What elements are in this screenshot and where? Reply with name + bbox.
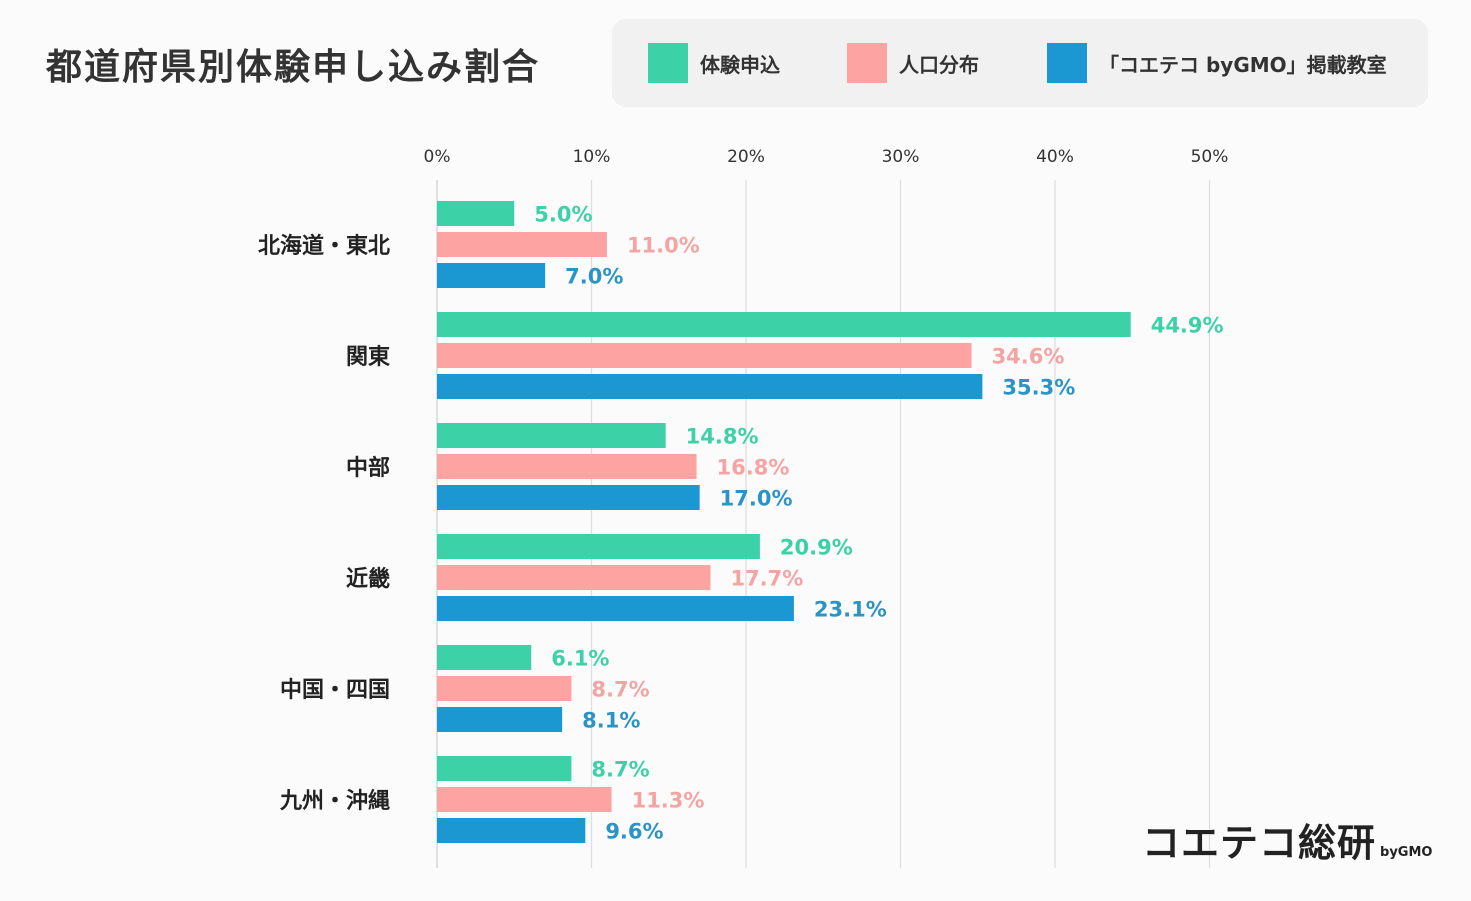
data-label: 17.0% [720,487,793,511]
data-label: 8.1% [582,709,640,733]
brand-logo: コエテコ総研 byGMO [1142,822,1432,864]
legend-swatch-population [847,43,887,83]
x-tick-label: 20% [727,147,765,167]
bar [437,596,794,621]
bar [437,201,515,226]
bar [437,756,572,781]
data-label: 11.3% [632,789,705,813]
category-label: 九州・沖縄 [279,789,390,814]
chart-title: 都道府県別体験申し込み割合 [46,47,541,88]
bar [437,374,983,399]
bar [437,263,546,288]
category-label: 中部 [346,455,390,481]
legend-item-classrooms: 「コエテコ byGMO」掲載教室 [1047,43,1387,83]
data-label: 16.8% [717,456,790,480]
data-label: 6.1% [551,647,609,671]
legend-label-trial: 体験申込 [700,52,780,77]
data-label: 7.0% [565,265,623,289]
bar [437,676,572,701]
data-label: 14.8% [686,425,759,449]
bar [437,707,563,732]
data-label: 9.6% [605,820,663,844]
data-label: 23.1% [814,598,887,622]
bar [437,645,532,670]
category-label: 関東 [346,345,390,370]
data-label: 8.7% [591,678,649,702]
x-tick-label: 30% [882,147,920,167]
bar [437,787,612,812]
data-label: 5.0% [534,203,592,227]
data-label: 17.7% [730,567,803,591]
x-tick-label: 0% [424,147,451,167]
x-tick-label: 10% [573,147,611,167]
bar [437,232,607,257]
bar [437,534,760,559]
legend-swatch-trial [648,43,688,83]
brand-sub: byGMO [1380,845,1433,860]
x-tick-label: 40% [1036,147,1074,167]
bar [437,312,1131,337]
bar [437,818,586,843]
bar [437,423,666,448]
data-label: 11.0% [627,234,700,258]
legend-item-trial: 体験申込 [648,43,780,83]
category-label: 中国・四国 [280,678,390,703]
legend-swatch-classrooms [1047,43,1087,83]
bar [437,565,711,590]
legend-label-classrooms: 「コエテコ byGMO」掲載教室 [1099,52,1387,77]
bar [437,454,697,479]
data-label: 35.3% [1002,376,1075,400]
bar [437,343,972,368]
data-label: 34.6% [992,345,1065,369]
data-label: 8.7% [591,758,649,782]
data-label: 44.9% [1151,314,1224,338]
bar [437,485,700,510]
data-label: 20.9% [780,536,853,560]
brand-name: コエテコ総研 [1142,821,1377,865]
legend: 体験申込 人口分布 「コエテコ byGMO」掲載教室 [612,19,1428,107]
legend-item-population: 人口分布 [847,43,979,83]
category-label: 近畿 [346,566,390,592]
category-label: 北海道・東北 [258,233,390,259]
legend-label-population: 人口分布 [899,52,979,77]
x-tick-label: 50% [1191,147,1229,167]
